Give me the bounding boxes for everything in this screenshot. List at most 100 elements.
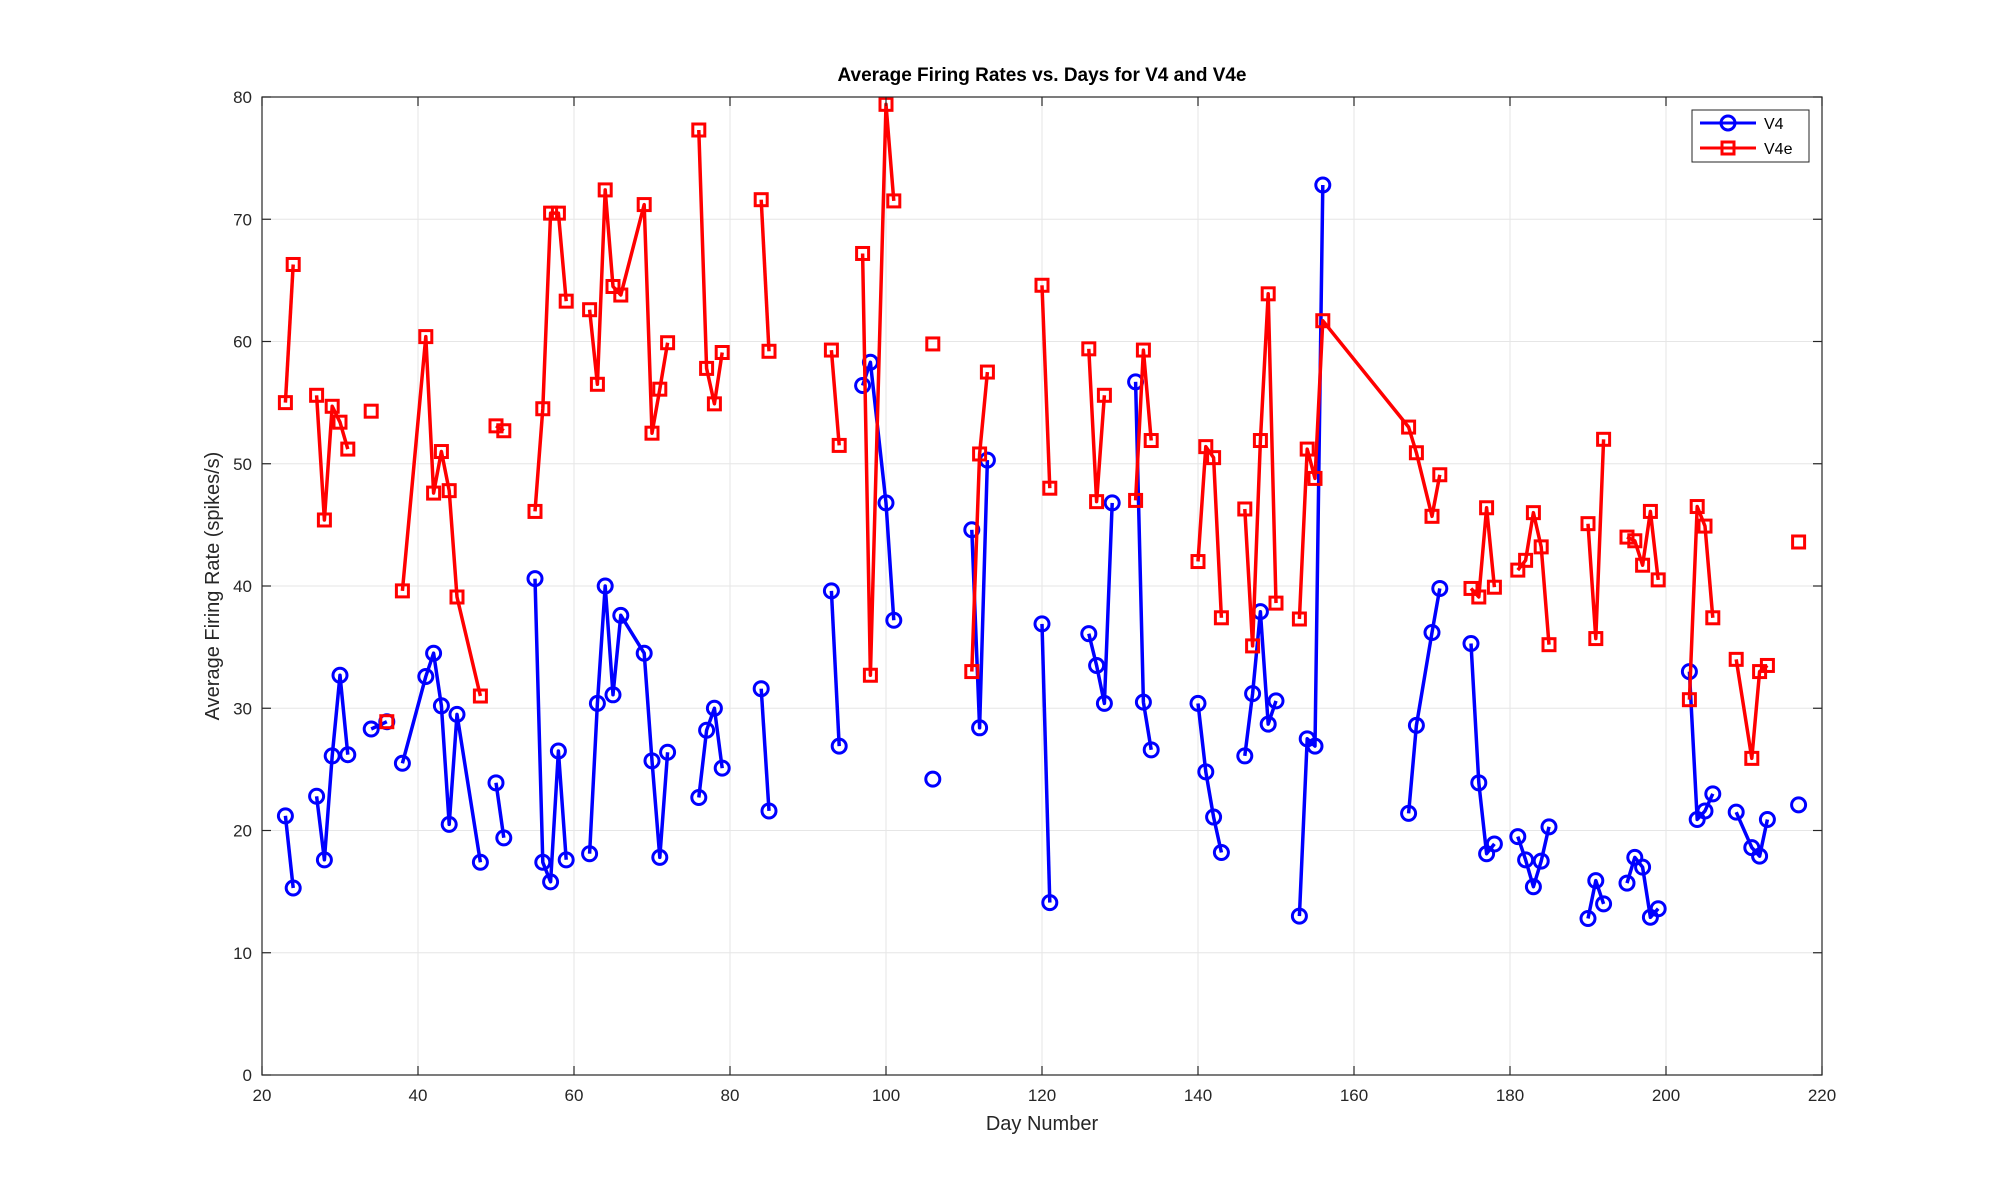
series-line-v4 (533, 578, 568, 884)
data-point-v4e (550, 205, 566, 221)
y-tick-label: 60 (233, 333, 252, 352)
data-point-v4 (425, 644, 443, 662)
series-line-v4 (1040, 623, 1052, 903)
data-point-v4 (1540, 818, 1558, 836)
data-point-v4e (332, 414, 348, 430)
y-tick-label: 80 (233, 88, 252, 107)
data-point-v4e (1135, 342, 1151, 358)
data-point-v4 (1095, 694, 1113, 712)
data-point-v4e (394, 583, 410, 599)
data-point-v4e (535, 401, 551, 417)
series-line-v4 (1297, 184, 1325, 917)
series-line-v4 (697, 706, 724, 798)
data-point-v4e (1510, 562, 1526, 578)
data-point-v4 (1306, 737, 1324, 755)
data-point-v4e (1268, 595, 1284, 611)
data-point-v4e (1759, 657, 1775, 673)
data-point-v4e (1642, 503, 1658, 519)
data-point-v4e (972, 446, 988, 462)
data-point-v4 (581, 845, 599, 863)
data-point-v4 (1532, 852, 1550, 870)
data-point-v4e (706, 396, 722, 412)
data-point-v4 (1259, 715, 1277, 733)
data-point-v4 (1142, 741, 1160, 759)
data-point-v4e (1627, 533, 1643, 549)
data-point-v4e (441, 483, 457, 499)
series-v4 (276, 176, 1808, 928)
data-point-v4 (651, 848, 669, 866)
data-point-v4 (854, 377, 872, 395)
data-point-v4e (1089, 494, 1105, 510)
data-point-v4 (713, 759, 731, 777)
x-tick-label: 100 (872, 1086, 900, 1105)
data-point-v4e (316, 512, 332, 528)
data-point-v4e (1096, 387, 1112, 403)
series-line-v4 (370, 720, 388, 731)
data-point-v4 (612, 606, 630, 624)
data-point-v4 (495, 829, 513, 847)
data-point-v4 (331, 666, 349, 684)
x-tick-label: 200 (1652, 1086, 1680, 1105)
data-point-v4 (1618, 874, 1636, 892)
y-axis-ticks: 0 10 20 30 40 50 60 70 80 (233, 88, 1822, 1085)
series-line-v4 (314, 673, 350, 862)
data-point-v4e (1518, 552, 1534, 568)
data-point-v4 (1290, 907, 1308, 925)
data-point-v4 (1727, 803, 1745, 821)
data-point-v4 (1314, 176, 1332, 194)
y-tick-label: 40 (233, 577, 252, 596)
data-point-v4e (589, 376, 605, 392)
data-point-v4e (862, 667, 878, 683)
data-point-v4e (418, 329, 434, 345)
data-point-v4 (487, 774, 505, 792)
data-point-v4 (963, 521, 981, 539)
data-point-v4e (1315, 313, 1331, 329)
data-point-v4e (309, 387, 325, 403)
data-point-v4e (1299, 441, 1315, 457)
legend-marker-v4e (1720, 140, 1736, 156)
x-tick-label: 180 (1496, 1086, 1524, 1105)
data-point-v4 (885, 611, 903, 629)
data-point-v4 (432, 697, 450, 715)
data-point-v4e (652, 381, 668, 397)
series-line-v4 (400, 651, 483, 863)
data-point-v4 (1524, 878, 1542, 896)
data-point-v4 (448, 705, 466, 723)
chart-title: Average Firing Rates vs. Days for V4 and… (837, 65, 1246, 86)
legend: V4 V4e (1691, 109, 1810, 163)
y-tick-label: 50 (233, 455, 252, 474)
data-point-v4 (526, 570, 544, 588)
data-point-v4e (605, 278, 621, 294)
data-point-v4 (362, 720, 380, 738)
data-point-v4e (823, 342, 839, 358)
data-point-v4e (1260, 286, 1276, 302)
data-point-v4 (339, 746, 357, 764)
data-point-v4 (1033, 615, 1051, 633)
data-point-v4 (323, 747, 341, 765)
data-point-v4 (1517, 851, 1535, 869)
data-point-v4 (752, 680, 770, 698)
data-point-v4 (1579, 910, 1597, 928)
data-point-v4e (761, 343, 777, 359)
data-point-v4 (1470, 774, 1488, 792)
data-point-v4e (1697, 518, 1713, 534)
series-line-v4e (587, 188, 670, 435)
series-line-v4 (1196, 703, 1224, 853)
data-point-v4e (285, 256, 301, 272)
series-line-v4e (759, 199, 771, 352)
data-point-v4e (979, 364, 995, 380)
data-point-v4e (1042, 480, 1058, 496)
data-point-v4 (1244, 685, 1262, 703)
series-v4e (277, 96, 1807, 766)
data-point-v4e (753, 192, 769, 208)
y-tick-label: 0 (243, 1066, 252, 1085)
data-point-v4e (1635, 557, 1651, 573)
data-point-v4 (542, 873, 560, 891)
data-point-v4 (1649, 900, 1667, 918)
x-axis-label: Day Number (986, 1113, 1099, 1135)
series-line-v4 (759, 688, 771, 812)
data-point-v4e (1198, 439, 1214, 455)
series-line-v4e (1469, 506, 1497, 599)
data-point-v4e (496, 423, 512, 439)
data-point-v4 (557, 851, 575, 869)
